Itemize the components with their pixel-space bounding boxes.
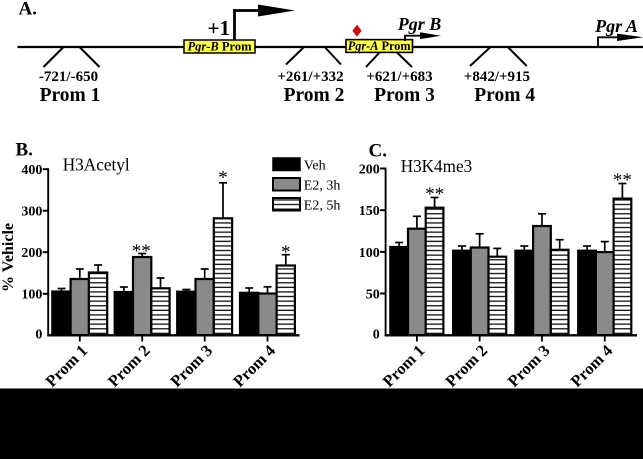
svg-text:+1: +1 (208, 16, 230, 40)
svg-text:150: 150 (359, 204, 380, 219)
svg-text:Prom 2: Prom 2 (284, 85, 345, 106)
svg-text:+842/+915: +842/+915 (464, 69, 530, 85)
svg-text:Pgr-B Prom: Pgr-B Prom (188, 40, 253, 54)
svg-text:Prom 3: Prom 3 (374, 85, 435, 106)
svg-text:Pgr A: Pgr A (594, 16, 638, 36)
svg-text:-721/-650: -721/-650 (39, 69, 98, 85)
svg-text:0: 0 (373, 328, 380, 343)
svg-text:Pgr B: Pgr B (397, 14, 442, 34)
svg-text:Prom 4: Prom 4 (474, 85, 535, 106)
svg-text:*: * (281, 242, 291, 263)
svg-text:H3Acetyl: H3Acetyl (63, 154, 130, 174)
svg-text:0: 0 (35, 328, 42, 343)
svg-text:*: * (218, 167, 228, 188)
svg-text:**: ** (613, 170, 632, 191)
svg-text:Prom 1: Prom 1 (40, 85, 101, 106)
svg-text:50: 50 (366, 288, 380, 303)
svg-text:H3K4me3: H3K4me3 (401, 156, 473, 176)
svg-text:100: 100 (21, 288, 42, 303)
svg-text:200: 200 (359, 163, 380, 178)
svg-text:100: 100 (359, 246, 380, 261)
svg-text:+621/+683: +621/+683 (366, 69, 432, 85)
svg-text:Veh: Veh (304, 159, 326, 174)
svg-text:200: 200 (21, 246, 42, 261)
svg-text:B.: B. (16, 139, 33, 160)
svg-text:+261/+332: +261/+332 (277, 69, 343, 85)
svg-text:% Vehicle: % Vehicle (0, 223, 17, 292)
svg-text:**: ** (132, 241, 151, 262)
svg-text:A.: A. (19, 0, 37, 19)
svg-text:300: 300 (21, 204, 42, 219)
svg-text:**: ** (425, 184, 444, 205)
svg-text:Pgr-A Prom: Pgr-A Prom (348, 39, 412, 53)
svg-text:C.: C. (369, 141, 387, 162)
svg-text:E2, 3h: E2, 3h (304, 179, 341, 194)
svg-text:E2, 5h: E2, 5h (304, 199, 341, 214)
svg-text:400: 400 (21, 163, 42, 178)
